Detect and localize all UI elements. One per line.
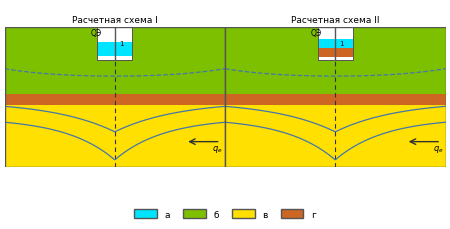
FancyBboxPatch shape (225, 83, 446, 106)
FancyBboxPatch shape (225, 95, 446, 104)
FancyBboxPatch shape (4, 27, 225, 95)
FancyBboxPatch shape (225, 95, 446, 167)
FancyBboxPatch shape (225, 27, 446, 95)
Title: Расчетная схема I: Расчетная схема I (72, 16, 158, 25)
FancyBboxPatch shape (4, 83, 225, 106)
Text: $q_e$: $q_e$ (212, 143, 223, 154)
Text: 1: 1 (119, 41, 124, 47)
Title: Расчетная схема II: Расчетная схема II (291, 16, 379, 25)
FancyBboxPatch shape (225, 27, 446, 46)
FancyBboxPatch shape (4, 95, 225, 167)
FancyBboxPatch shape (225, 95, 446, 106)
FancyBboxPatch shape (4, 95, 225, 106)
FancyBboxPatch shape (318, 27, 353, 61)
FancyBboxPatch shape (97, 27, 132, 61)
Text: QЭ: QЭ (90, 29, 102, 38)
FancyBboxPatch shape (97, 43, 132, 57)
FancyBboxPatch shape (318, 40, 353, 50)
FancyBboxPatch shape (4, 95, 225, 104)
Text: $q_e$: $q_e$ (432, 143, 443, 154)
Legend: а, б, в, г: а, б, в, г (131, 206, 319, 222)
Text: QЭ: QЭ (311, 29, 322, 38)
FancyBboxPatch shape (318, 49, 353, 58)
FancyBboxPatch shape (4, 27, 225, 46)
Text: 1: 1 (340, 41, 344, 47)
